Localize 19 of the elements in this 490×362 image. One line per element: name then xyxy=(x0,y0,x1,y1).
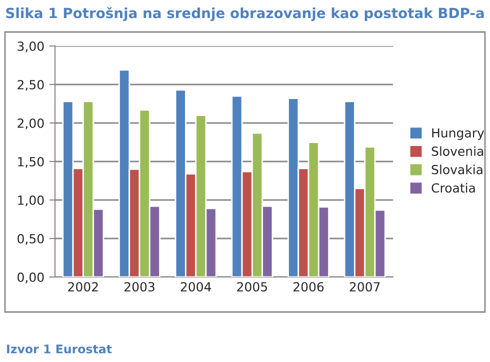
y-tick-label: 3,00 xyxy=(18,41,44,52)
x-tick-label: 2005 xyxy=(237,282,267,292)
y-tick-label: 0,50 xyxy=(18,234,44,245)
y-tick-label: 1,50 xyxy=(18,156,44,168)
text: Izvor 1 Eurostat xyxy=(7,344,112,354)
x-tick-label: 2002 xyxy=(68,282,98,292)
y-tick-label: 1,00 xyxy=(18,195,44,206)
x-tick-label: 2004 xyxy=(180,282,212,292)
y-tick-label: 2,50 xyxy=(18,80,44,91)
x-tick-label: 2006 xyxy=(294,282,324,292)
legend-label: Hungary xyxy=(432,128,484,140)
x-tick-label: 2007 xyxy=(350,282,380,292)
chart-title: Slika 1 Potrošnja na srednje obrazovanje kao postotak BDP-a xyxy=(6,6,484,22)
x-tick-label: 2003 xyxy=(124,282,154,292)
y-tick-label: 0,00 xyxy=(18,272,44,284)
legend-label: Slovakia xyxy=(432,164,482,174)
y-tick-label: 2,00 xyxy=(18,118,44,130)
legend-label: Croatia xyxy=(432,182,475,193)
legend-label: Slovenia xyxy=(432,146,484,156)
